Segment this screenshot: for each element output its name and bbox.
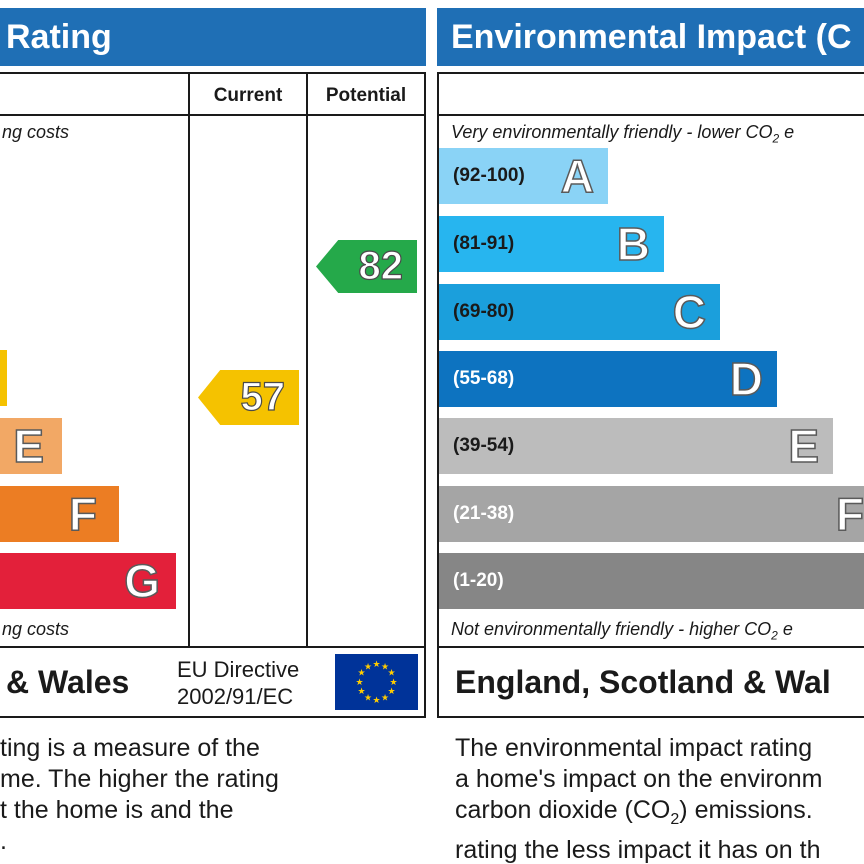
energy-bar-f: F: [0, 486, 119, 542]
env-bar-c-letter: C: [672, 285, 707, 339]
env-bar-g: (1-20): [439, 553, 864, 609]
svg-text:★: ★: [372, 696, 380, 706]
svg-text:★: ★: [381, 663, 389, 673]
svg-text:★: ★: [387, 669, 395, 679]
eu-directive-line2: 2002/91/EC: [177, 684, 294, 709]
env-bar-f: (21-38) F: [439, 486, 864, 542]
env-bar-d-range: (55-68): [453, 368, 515, 389]
energy-description-line1: ting is a measure of the: [0, 734, 260, 762]
svg-text:★: ★: [372, 660, 380, 670]
env-top-note: Very environmentally friendly - lower CO…: [451, 122, 795, 146]
env-bar-d: (55-68) D: [439, 351, 777, 407]
env-bar-f-letter: F: [835, 487, 864, 541]
current-rating-arrow: 57: [198, 370, 299, 425]
svg-text:★: ★: [364, 694, 372, 704]
energy-bar-g-letter: G: [123, 554, 160, 608]
env-bar-g-range: (1-20): [453, 570, 504, 591]
energy-footer-region: & Wales: [6, 664, 130, 700]
eu-flag-icon: ★ ★ ★ ★ ★ ★ ★ ★ ★ ★ ★ ★: [335, 654, 418, 710]
energy-bar-d: [0, 350, 7, 406]
energy-bar-e: E: [0, 418, 62, 474]
potential-column-divider: [306, 72, 308, 648]
env-bottom-note: Not environmentally friendly - higher CO…: [451, 619, 793, 643]
current-column-header: Current: [213, 85, 283, 106]
svg-text:★: ★: [381, 694, 389, 704]
energy-header-divider: [0, 114, 426, 116]
svg-text:★: ★: [364, 663, 372, 673]
energy-description-line4: .: [0, 827, 7, 855]
svg-text:★: ★: [357, 669, 365, 679]
svg-text:★: ★: [357, 687, 365, 697]
env-bar-a-range: (92-100): [453, 165, 525, 186]
eu-directive-line1: EU Directive: [177, 657, 300, 682]
env-bar-c: (69-80) C: [439, 284, 720, 340]
current-column-divider: [188, 72, 190, 648]
potential-rating-value: 82: [358, 243, 404, 288]
env-footer-region: England, Scotland & Wal: [455, 664, 831, 700]
energy-description-line3: t the home is and the: [0, 796, 234, 824]
energy-footer-divider: [0, 646, 426, 648]
energy-bar-e-letter: E: [13, 419, 45, 473]
energy-bar-g: G: [0, 553, 176, 609]
env-bar-b: (81-91) B: [439, 216, 664, 272]
env-description-line4: rating the less impact it has on th: [455, 836, 821, 864]
environmental-impact-header: Environmental Impact (C: [437, 8, 864, 66]
potential-column-header: Potential: [325, 85, 407, 106]
env-bar-c-range: (69-80): [453, 301, 515, 322]
energy-description: ting is a measure of the me. The higher …: [0, 733, 279, 857]
svg-text:★: ★: [387, 687, 395, 697]
env-description-line3: carbon dioxide (CO2) emissions.: [455, 796, 813, 828]
env-bar-a-letter: A: [560, 149, 595, 203]
env-footer-divider: [437, 646, 864, 648]
env-bar-b-letter: B: [616, 217, 651, 271]
env-description-line2: a home's impact on the environm: [455, 765, 823, 793]
eu-directive-text: EU Directive 2002/91/EC: [177, 656, 299, 710]
svg-text:★: ★: [355, 678, 363, 688]
energy-description-line2: me. The higher the rating: [0, 765, 279, 793]
environmental-impact-title: Environmental Impact (C: [451, 18, 852, 56]
energy-rating-title: Rating: [6, 18, 112, 56]
energy-bottom-note: ng costs: [2, 619, 70, 639]
env-bar-a: (92-100) A: [439, 148, 608, 204]
svg-text:★: ★: [389, 678, 397, 688]
energy-rating-header: Rating: [0, 8, 426, 66]
env-bar-e: (39-54) E: [439, 418, 833, 474]
current-rating-value: 57: [240, 374, 286, 419]
env-description: The environmental impact rating a home's…: [455, 733, 822, 864]
potential-rating-arrow: 82: [316, 240, 417, 293]
env-header-divider: [437, 114, 864, 116]
env-bar-f-range: (21-38): [453, 503, 515, 524]
env-description-line1: The environmental impact rating: [455, 734, 813, 762]
energy-top-note: ng costs: [2, 122, 70, 142]
env-bar-e-letter: E: [788, 419, 820, 473]
env-bar-e-range: (39-54): [453, 435, 515, 456]
env-bar-b-range: (81-91): [453, 233, 515, 254]
env-bar-d-letter: D: [729, 352, 764, 406]
energy-bar-f-letter: F: [68, 487, 98, 541]
